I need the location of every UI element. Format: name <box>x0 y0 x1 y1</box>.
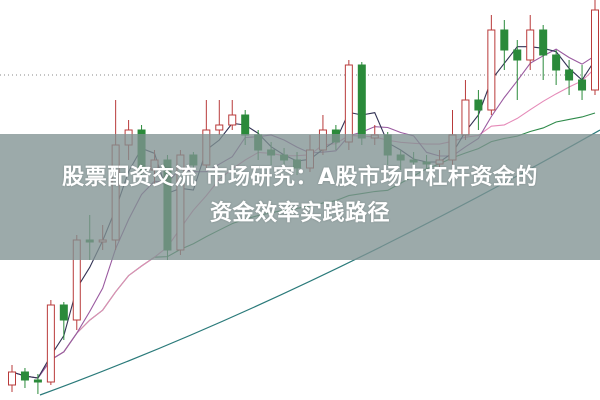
candle-up <box>344 64 353 143</box>
candle-up <box>228 114 237 126</box>
title-overlay-band <box>0 134 600 260</box>
candle-up <box>215 124 224 131</box>
article-title: 股票配资交流 市场研究：A股市场中杠杆资金的 资金效率实践路径 <box>0 160 600 232</box>
candle-up <box>526 29 535 61</box>
candle-up <box>591 9 599 91</box>
candle-down <box>565 69 574 81</box>
candle-down <box>357 64 366 139</box>
candle-down <box>552 54 561 71</box>
title-line-2: 资金效率实践路径 <box>209 201 390 226</box>
candle-up <box>8 371 16 386</box>
candle-down <box>241 114 250 136</box>
candle-up <box>461 99 470 136</box>
candle-down <box>59 304 68 321</box>
candle-down <box>578 79 587 91</box>
candle-down <box>474 99 483 111</box>
candle-down <box>513 49 522 61</box>
candle-down <box>33 379 42 383</box>
title-line-1: 股票配资交流 市场研究：A股市场中杠杆资金的 <box>62 165 538 190</box>
candle-up <box>487 29 496 111</box>
candle-down <box>20 371 29 381</box>
candle-up <box>46 304 55 383</box>
candle-down <box>539 29 548 56</box>
candle-down <box>500 29 509 51</box>
